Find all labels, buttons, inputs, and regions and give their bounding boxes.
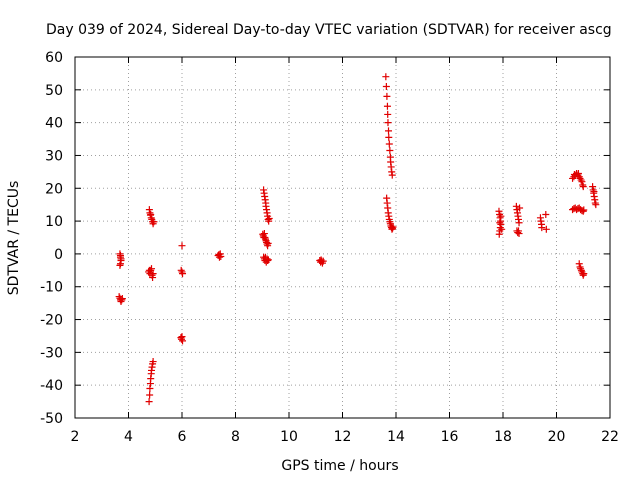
data-point-marker <box>574 170 582 178</box>
x-tick-label: 22 <box>601 429 619 445</box>
x-tick-label: 12 <box>334 429 352 445</box>
data-point-marker <box>498 225 506 233</box>
data-point-marker <box>577 265 585 273</box>
data-point-marker <box>116 261 124 269</box>
data-point-marker <box>215 251 223 259</box>
data-point-marker <box>265 214 273 222</box>
data-point-marker <box>179 337 187 345</box>
y-tick-labels: -50 -40 -30 -20 -10 0 10 20 30 40 50 60 <box>40 50 63 427</box>
data-point-marker <box>149 358 157 366</box>
data-point-marker <box>515 219 523 227</box>
data-point-marker <box>386 147 394 155</box>
x-tick-labels: 2 4 6 8 10 12 14 16 18 20 22 <box>71 429 619 445</box>
data-point-marker <box>319 257 327 265</box>
data-point-marker <box>580 206 588 214</box>
data-point-marker <box>538 224 546 232</box>
x-tick-label: 2 <box>71 429 80 445</box>
data-point-marker <box>542 211 550 219</box>
data-point-marker <box>384 119 392 127</box>
y-tick-label: -30 <box>40 345 63 361</box>
x-tick-label: 16 <box>441 429 459 445</box>
y-tick-label: 20 <box>45 181 63 197</box>
data-point-marker <box>383 92 391 100</box>
data-point-marker <box>495 230 503 238</box>
x-tick-label: 18 <box>494 429 512 445</box>
data-point-marker <box>385 140 393 148</box>
data-point-marker <box>570 170 578 178</box>
data-point-marker <box>382 73 390 81</box>
data-point-marker <box>385 133 393 141</box>
data-point-marker <box>385 127 393 135</box>
y-tick-label: -40 <box>40 378 63 394</box>
y-tick-label: 30 <box>45 148 63 164</box>
data-point-marker <box>264 256 272 264</box>
data-point-marker <box>383 102 391 110</box>
data-point-marker <box>579 183 587 191</box>
grid-lines <box>75 57 610 418</box>
data-point-marker <box>575 260 583 268</box>
data-point-marker <box>178 242 186 250</box>
chart-title: Day 039 of 2024, Sidereal Day-to-day VTE… <box>46 22 612 38</box>
data-points <box>115 73 600 406</box>
x-axis-title: GPS time / hours <box>281 458 398 474</box>
data-point-marker <box>179 270 187 278</box>
data-point-marker <box>497 212 505 220</box>
data-point-marker <box>590 188 598 196</box>
data-point-marker <box>542 225 550 233</box>
x-tick-label: 8 <box>231 429 240 445</box>
x-tick-label: 10 <box>280 429 298 445</box>
data-point-marker <box>516 204 524 212</box>
data-point-marker <box>146 391 154 399</box>
y-tick-label: 10 <box>45 214 63 230</box>
data-point-marker <box>515 230 523 238</box>
data-point-marker <box>118 295 126 303</box>
data-point-marker <box>149 270 157 278</box>
data-point-marker <box>382 83 390 91</box>
data-point-marker <box>148 265 156 273</box>
data-point-marker <box>592 201 600 209</box>
x-tick-label: 6 <box>178 429 187 445</box>
axis-ticks <box>74 56 611 419</box>
y-axis-title: SDTVAR / TECUs <box>6 181 22 296</box>
data-point-marker <box>147 211 155 219</box>
y-tick-label: -50 <box>40 411 63 427</box>
data-point-marker <box>177 266 185 274</box>
y-tick-label: 0 <box>54 247 63 263</box>
data-point-marker <box>264 256 272 264</box>
x-tick-label: 20 <box>548 429 566 445</box>
y-tick-label: 50 <box>45 83 63 99</box>
x-tick-label: 4 <box>124 429 133 445</box>
data-point-marker <box>577 176 585 184</box>
data-point-marker <box>116 252 124 260</box>
y-tick-label: 60 <box>45 50 63 66</box>
data-point-marker <box>514 229 522 237</box>
y-tick-label: -10 <box>40 280 63 296</box>
x-tick-label: 14 <box>387 429 405 445</box>
data-point-marker <box>580 270 588 278</box>
data-point-marker <box>496 219 504 227</box>
data-point-marker <box>264 239 272 247</box>
data-point-marker <box>578 178 586 186</box>
data-point-marker <box>150 218 158 226</box>
data-point-marker <box>389 223 397 231</box>
data-point-marker <box>388 171 396 179</box>
data-point-marker <box>117 297 125 305</box>
data-point-marker <box>384 110 392 118</box>
y-tick-label: -20 <box>40 313 63 329</box>
data-point-marker <box>145 398 153 406</box>
y-tick-label: 40 <box>45 116 63 132</box>
